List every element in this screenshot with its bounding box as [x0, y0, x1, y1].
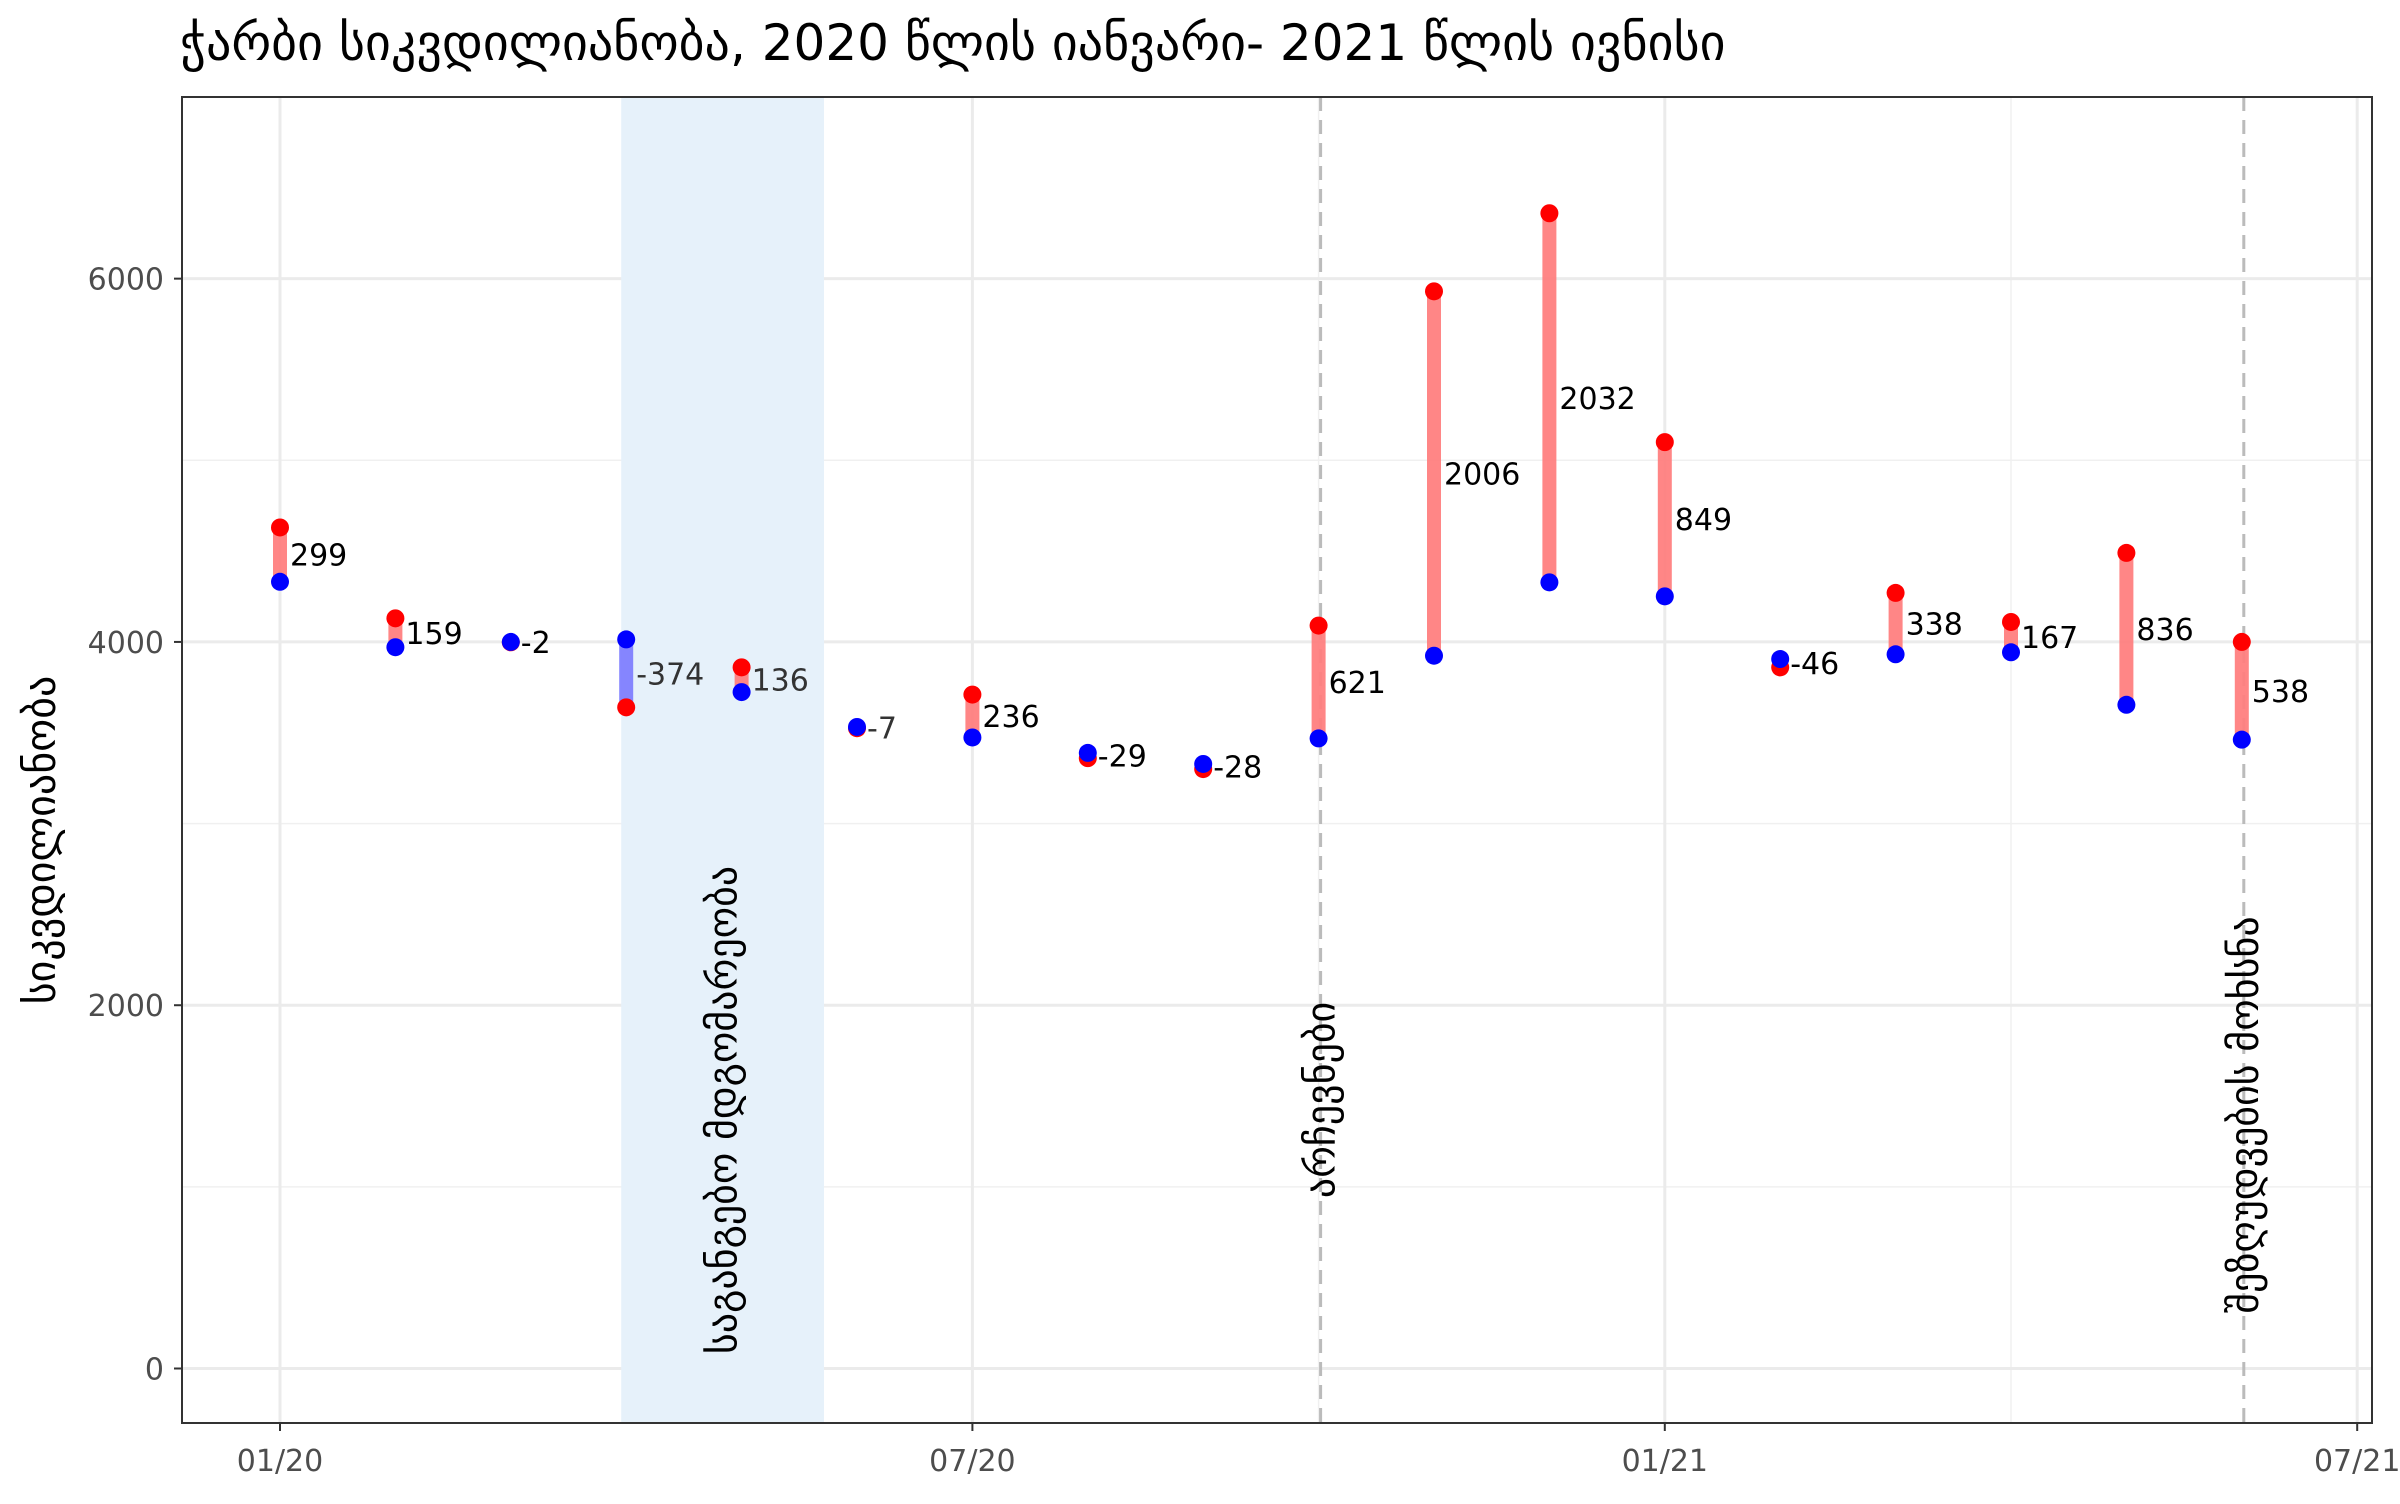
panel-border — [181, 96, 2373, 1424]
expected-point — [2117, 695, 2136, 714]
expected-point — [1655, 587, 1674, 606]
excess-label: 159 — [405, 617, 462, 652]
excess-label: 621 — [1329, 666, 1386, 701]
excess-label: 849 — [1675, 503, 1732, 538]
y-tick-label: 4000 — [88, 626, 164, 661]
restrictions-lifted-label: შეზღუდვების მოხსნა — [2222, 916, 2268, 1313]
excess-label: 538 — [2252, 675, 2309, 710]
observed-point — [732, 658, 751, 677]
band-label: საგანგებო მდგომარეობა — [701, 866, 747, 1354]
observed-point — [2232, 632, 2251, 651]
x-tick-label: 07/21 — [2314, 1444, 2400, 1479]
excess-label: -7 — [867, 712, 897, 747]
elections-label: არჩევნები — [1299, 1002, 1345, 1198]
expected-point — [617, 630, 636, 649]
y-axis-label: სიკვდილიანობა — [16, 676, 65, 1005]
expected-point — [2002, 643, 2020, 662]
expected-point — [1425, 646, 1443, 665]
expected-point — [963, 728, 982, 747]
expected-point — [1309, 729, 1328, 748]
expected-point — [1886, 645, 1905, 664]
excess-label: 167 — [2021, 621, 2078, 656]
expected-point — [386, 638, 405, 657]
x-tick-label: 01/21 — [1622, 1444, 1708, 1479]
excess-label: 338 — [1906, 608, 1963, 643]
excess-label: -46 — [1790, 647, 1839, 682]
state-of-emergency-band — [621, 97, 824, 1423]
excess-label: 836 — [2136, 613, 2193, 648]
observed-point — [1540, 204, 1559, 223]
observed-point — [617, 698, 636, 717]
x-tick-label: 01/20 — [237, 1444, 323, 1479]
observed-point — [1425, 282, 1443, 301]
expected-point — [732, 683, 751, 702]
expected-point — [848, 717, 866, 736]
expected-point — [1771, 650, 1790, 669]
chart-title: ჭარბი სიკვდილიანობა, 2020 წლის იანვარი- … — [180, 14, 1726, 72]
expected-point — [1194, 754, 1213, 773]
excess-label: 136 — [752, 664, 809, 699]
y-tick-label: 2000 — [88, 989, 164, 1024]
x-tick-label: 07/20 — [929, 1444, 1015, 1479]
observed-point — [2002, 612, 2020, 631]
expected-point — [1540, 573, 1559, 592]
excess-label: 2006 — [1444, 458, 1520, 493]
observed-point — [1655, 433, 1674, 452]
observed-point — [1309, 616, 1328, 635]
excess-label: -29 — [1098, 740, 1147, 775]
excess-label: -374 — [636, 657, 704, 692]
observed-point — [2117, 543, 2136, 562]
excess-label: 2032 — [1559, 382, 1635, 417]
y-tick-label: 0 — [145, 1353, 164, 1388]
expected-point — [501, 632, 520, 651]
observed-point — [386, 609, 405, 628]
observed-point — [271, 518, 289, 537]
excess-label: 236 — [982, 700, 1039, 735]
observed-point — [963, 685, 982, 704]
excess-label: 299 — [290, 539, 347, 574]
y-tick-label: 6000 — [88, 263, 164, 298]
excess-label: -28 — [1213, 751, 1262, 786]
observed-point — [1886, 583, 1905, 602]
expected-point — [2232, 730, 2251, 749]
expected-point — [1078, 743, 1097, 762]
plot-area: საგანგებო მდგომარეობა არჩევნები შეზღუდვები… — [88, 96, 2400, 1479]
panel-background — [182, 97, 2372, 1423]
expected-point — [271, 572, 289, 591]
excess-label: -2 — [521, 626, 551, 661]
